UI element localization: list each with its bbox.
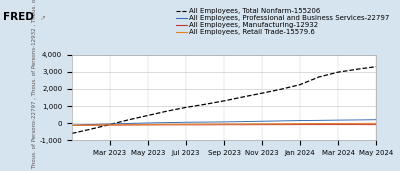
Text: FRED: FRED: [3, 12, 34, 22]
Legend: All Employees, Total Nonfarm-155206, All Employees, Professional and Business Se: All Employees, Total Nonfarm-155206, All…: [174, 5, 392, 38]
Y-axis label: Thous. of Persons-155206 , Thous. of Persons-22797 , Thous. of Persons-12932 , T: Thous. of Persons-155206 , Thous. of Per…: [32, 0, 37, 171]
Text: ↗: ↗: [40, 15, 46, 21]
